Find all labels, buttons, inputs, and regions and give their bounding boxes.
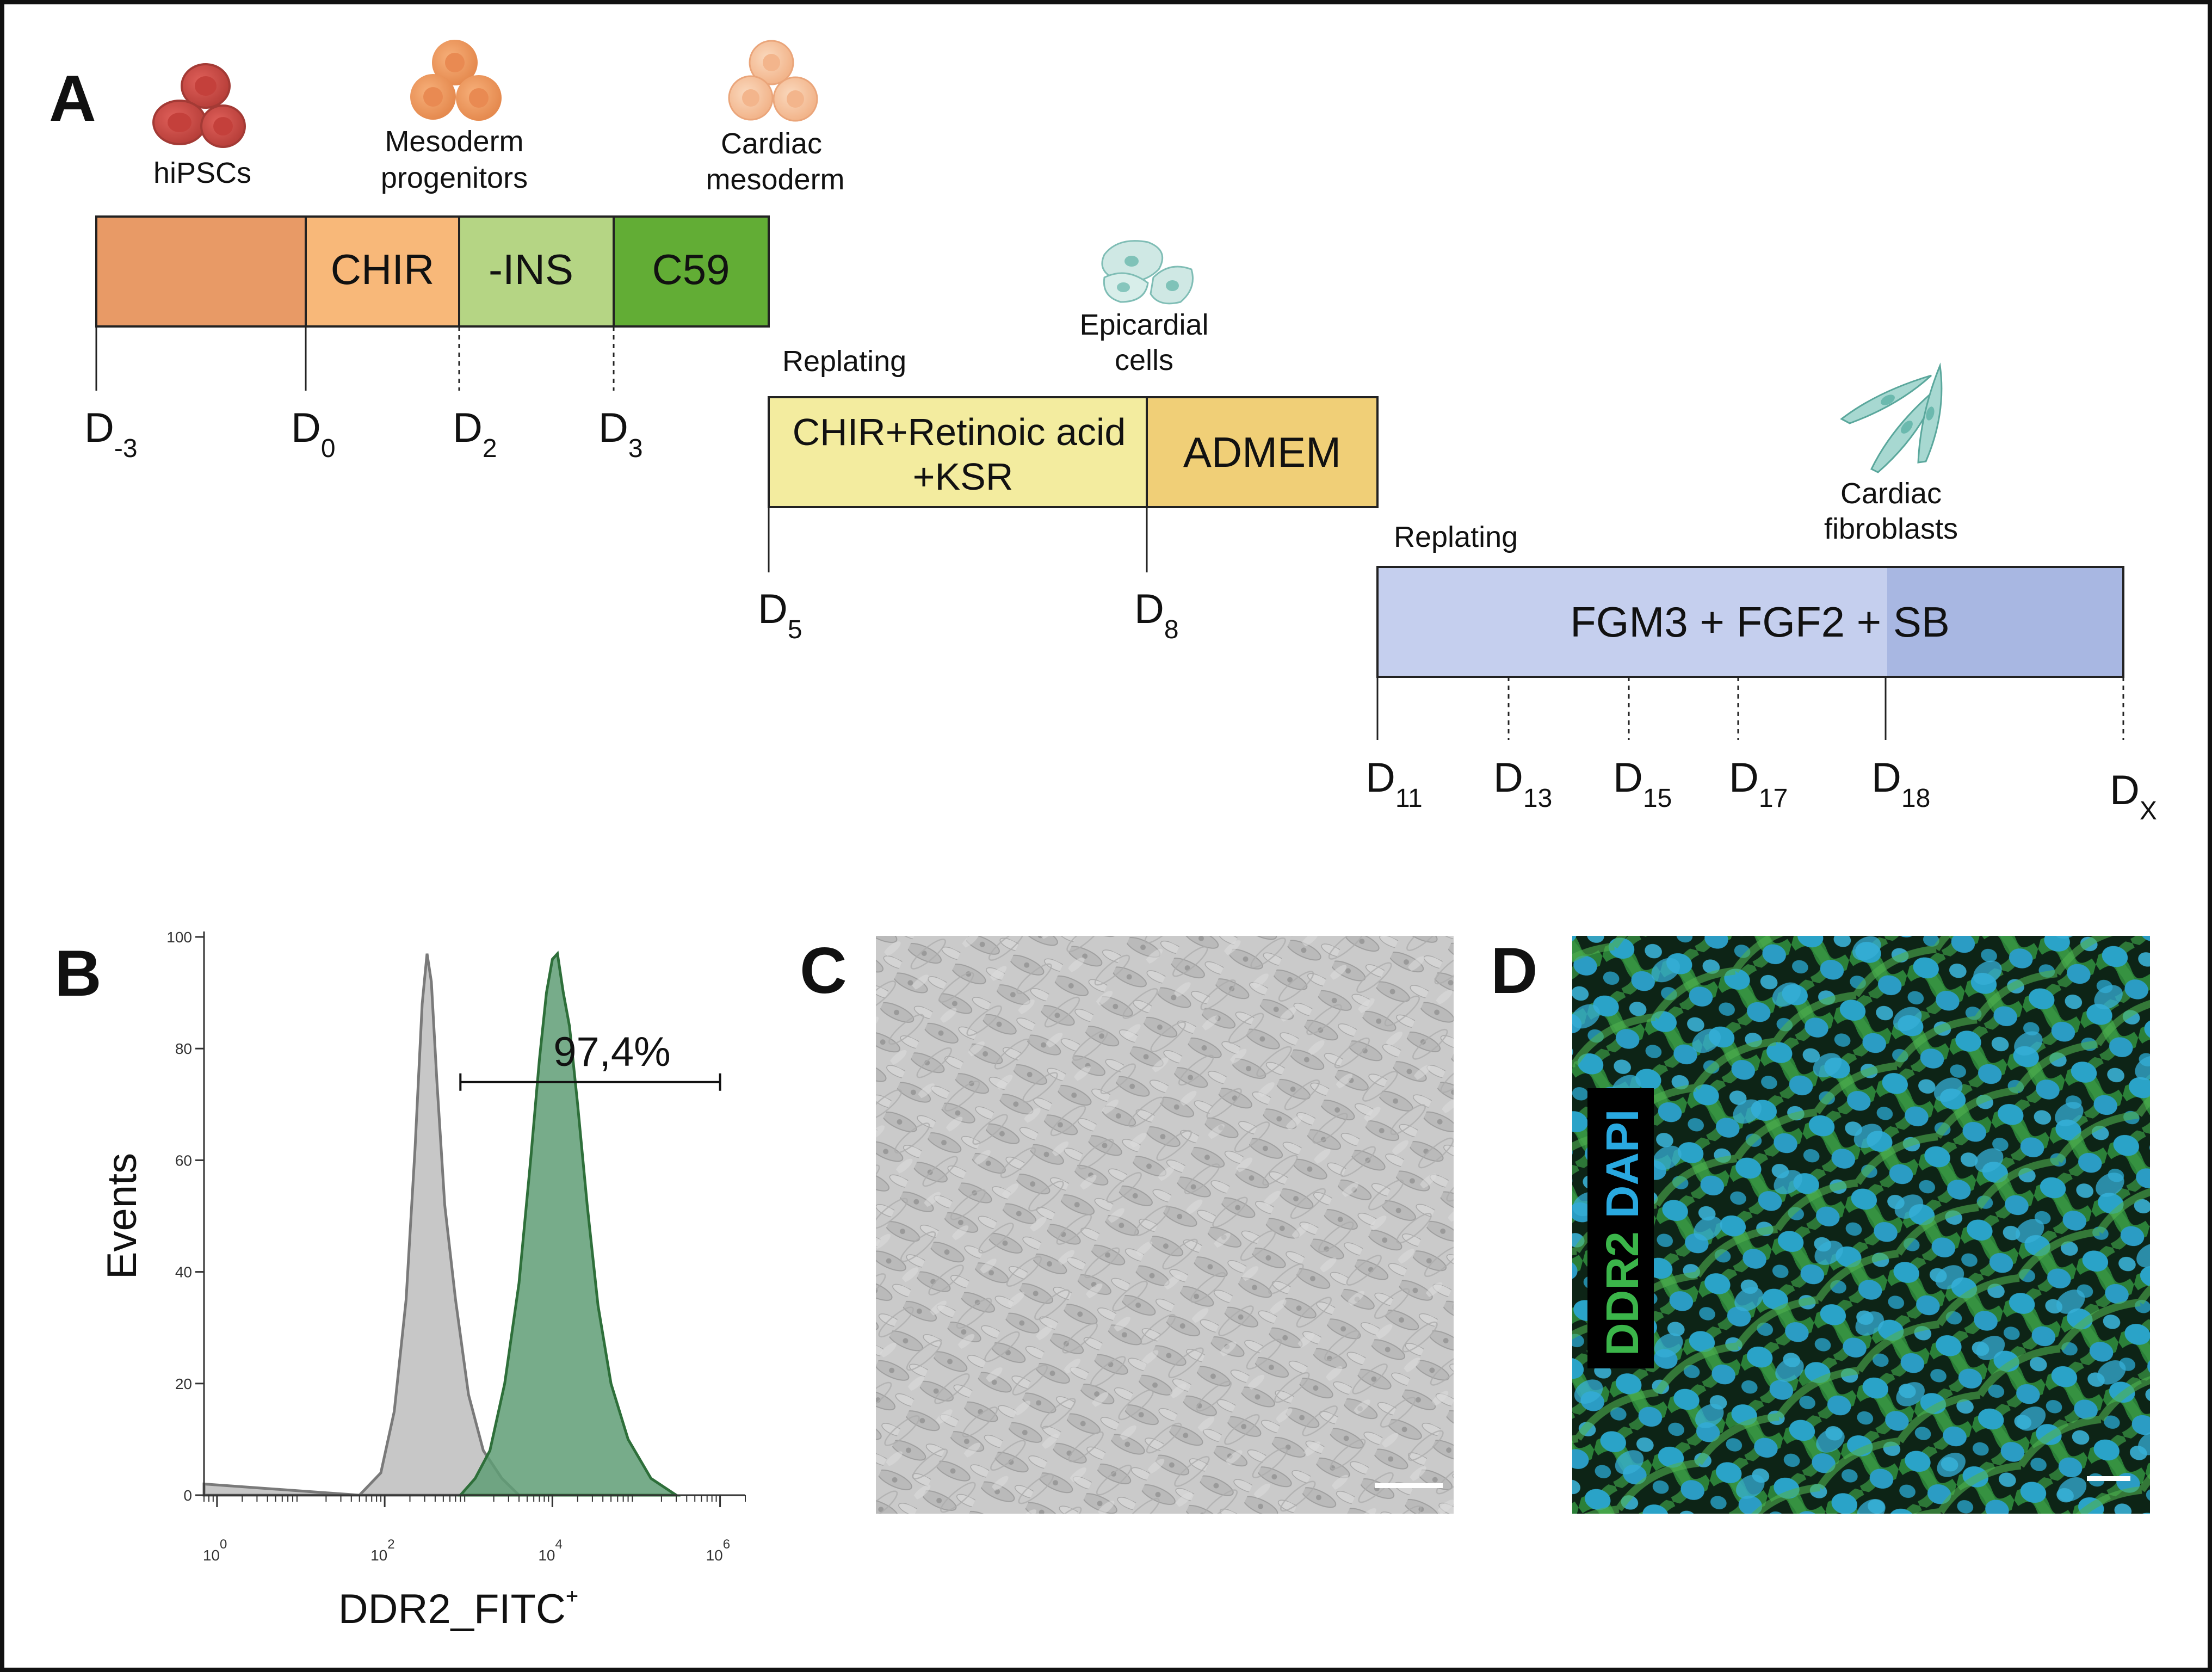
- stage1-chir-segment: [305, 215, 460, 328]
- panel-b-letter: B: [54, 937, 102, 1010]
- stage2-chir-ra-label-1: CHIR+Retinoic acid: [793, 411, 1126, 453]
- stage2-chir-ra-label-2: +KSR: [913, 455, 1014, 498]
- panel-c-letter: C: [800, 934, 847, 1007]
- stain-label-ddr2: DDR2: [1597, 1231, 1648, 1356]
- cardiac-mesoderm-label-1: Cardiac: [721, 127, 822, 160]
- scale-bar-c: [1375, 1483, 1443, 1488]
- x-tick-label: 106: [706, 1537, 731, 1564]
- y-tick-label: 40: [175, 1264, 192, 1281]
- stain-label-dapi: DAPI: [1597, 1109, 1648, 1219]
- day-label-d18: D18: [1871, 755, 1930, 813]
- gate-percentage-label: 97,4%: [553, 1029, 671, 1075]
- x-axis-title: DDR2_FITC+: [338, 1584, 578, 1632]
- stage2-chir-ra-segment: [768, 396, 1148, 508]
- hipsc-cells-icon: [152, 63, 246, 148]
- panel-d: D DDR2 DAPI: [1491, 934, 2150, 1514]
- panel-a: A hiPSCs Mesoderm progenitors: [49, 40, 2157, 825]
- epicardial-label-1: Epicardial: [1079, 309, 1208, 341]
- stage2-admem-segment: [1146, 396, 1379, 508]
- day-label-d13: D13: [1493, 755, 1552, 813]
- y-tick-label: 60: [175, 1152, 192, 1169]
- histogram-plot: 0 20 40 60 80 100 100 102 104 106 97,4% Events DDR2_…: [99, 929, 746, 1632]
- replating-label-2: Replating: [1394, 521, 1518, 553]
- day-label-d5: D5: [758, 586, 802, 644]
- panel-a-letter: A: [49, 62, 96, 135]
- phase-contrast-image: [876, 936, 1454, 1514]
- stage2-admem-label: ADMEM: [1183, 428, 1341, 476]
- stage1-c59-label: C59: [652, 245, 730, 293]
- y-tick-label: 80: [175, 1040, 192, 1057]
- fibroblast-label-2: fibroblasts: [1824, 513, 1958, 545]
- stage3-label: FGM3 + FGF2 + SB: [1570, 598, 1950, 646]
- day-label-d3: D3: [598, 405, 643, 463]
- x-tick-label: 102: [370, 1537, 395, 1564]
- histogram-control-area: [202, 953, 523, 1497]
- stage3-bar-outline: [1376, 566, 2124, 678]
- x-tick-label: 100: [203, 1537, 227, 1564]
- day-label-d15: D15: [1613, 755, 1672, 813]
- day-label-dx: DX: [2110, 767, 2157, 825]
- hipsc-label: hiPSCs: [153, 157, 251, 189]
- y-tick-label: 20: [175, 1375, 192, 1392]
- x-tick-label: 104: [538, 1537, 563, 1564]
- cardiac-mesoderm-label-2: mesoderm: [706, 163, 844, 196]
- epicardial-label-2: cells: [1115, 344, 1173, 377]
- y-tick-label: 0: [183, 1487, 192, 1504]
- day-label-d17: D17: [1729, 755, 1788, 813]
- epicardial-cells-icon: [1101, 240, 1194, 305]
- stage1-pre-segment: [95, 215, 307, 328]
- panel-d-letter: D: [1491, 934, 1538, 1007]
- replating-label-1: Replating: [782, 345, 906, 378]
- mesoderm-cells-icon: [410, 40, 502, 121]
- day-label-d-3: D-3: [84, 405, 138, 463]
- stain-label-background: [1587, 1088, 1654, 1368]
- cardiac-mesoderm-cells-icon: [728, 40, 818, 122]
- scale-bar-d: [2087, 1476, 2130, 1481]
- mesoderm-label-1: Mesoderm: [385, 125, 523, 158]
- stage1-ins-label: -INS: [489, 245, 573, 293]
- fibroblast-cells-icon: [1840, 362, 1943, 473]
- immunofluorescence-image: [1572, 936, 2150, 1514]
- mesoderm-label-2: progenitors: [381, 162, 528, 194]
- stage3-end-segment: [1887, 567, 2123, 677]
- panel-b: B 0 20 40 60 80 100 100 102 104 106 97,4% Events DDR…: [54, 929, 746, 1632]
- day-label-d2: D2: [453, 405, 497, 463]
- stage1-chir-label: CHIR: [331, 245, 435, 293]
- stain-label: DDR2 DAPI: [1597, 1109, 1648, 1356]
- day-label-d11: D11: [1365, 755, 1423, 813]
- stage1-ins-segment: [458, 215, 615, 328]
- day-label-d8: D8: [1134, 586, 1179, 644]
- histogram-ddr2-area: [457, 951, 681, 1497]
- stage3-segment: [1377, 567, 1887, 677]
- day-label-d0: D0: [291, 405, 336, 463]
- stage1-bar-outline: [95, 215, 770, 328]
- y-tick-label: 100: [166, 929, 192, 946]
- fibroblast-label-1: Cardiac: [1840, 477, 1942, 510]
- y-axis-title: Events: [99, 1153, 145, 1279]
- panel-c: C: [800, 934, 1454, 1514]
